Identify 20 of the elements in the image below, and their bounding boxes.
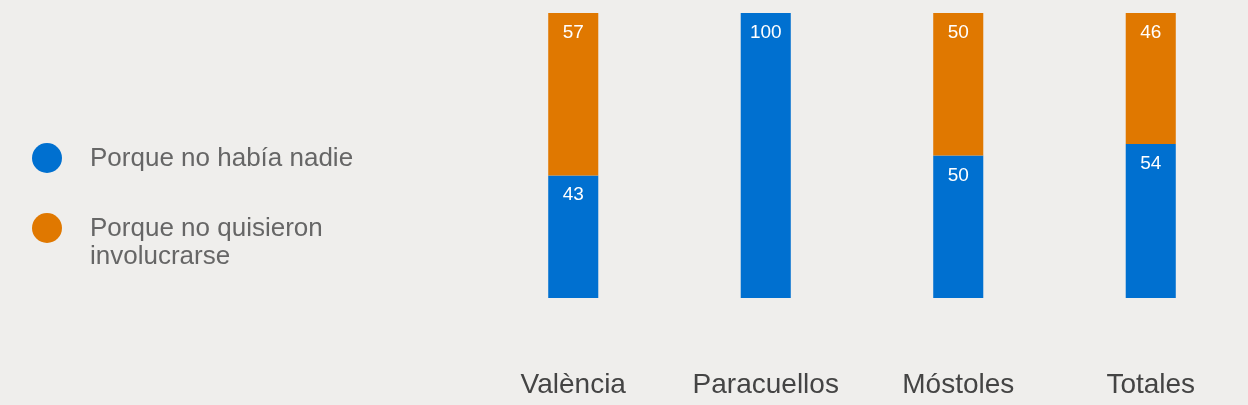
data-label: 50 <box>947 163 969 185</box>
data-label: 50 <box>947 21 969 42</box>
x-tick-label: Móstoles <box>902 367 1015 399</box>
bar <box>933 13 984 156</box>
data-label: 43 <box>562 183 584 205</box>
bar <box>933 155 984 298</box>
bar <box>548 13 599 176</box>
x-tick-label: València <box>520 367 627 399</box>
bar <box>1125 144 1176 298</box>
legend-label: Porque no había nadie <box>90 142 354 172</box>
bar <box>1125 13 1176 145</box>
x-tick-label: Paracuellos <box>692 367 839 399</box>
data-label: 54 <box>1140 152 1162 174</box>
bar <box>548 175 599 298</box>
bar <box>740 13 791 298</box>
x-tick-label: Totales <box>1106 367 1196 399</box>
legend-label: Porque no quisieron involucrarse <box>90 212 323 270</box>
data-label: 57 <box>562 21 584 42</box>
data-label: 100 <box>749 21 782 42</box>
data-label: 46 <box>1140 21 1162 42</box>
